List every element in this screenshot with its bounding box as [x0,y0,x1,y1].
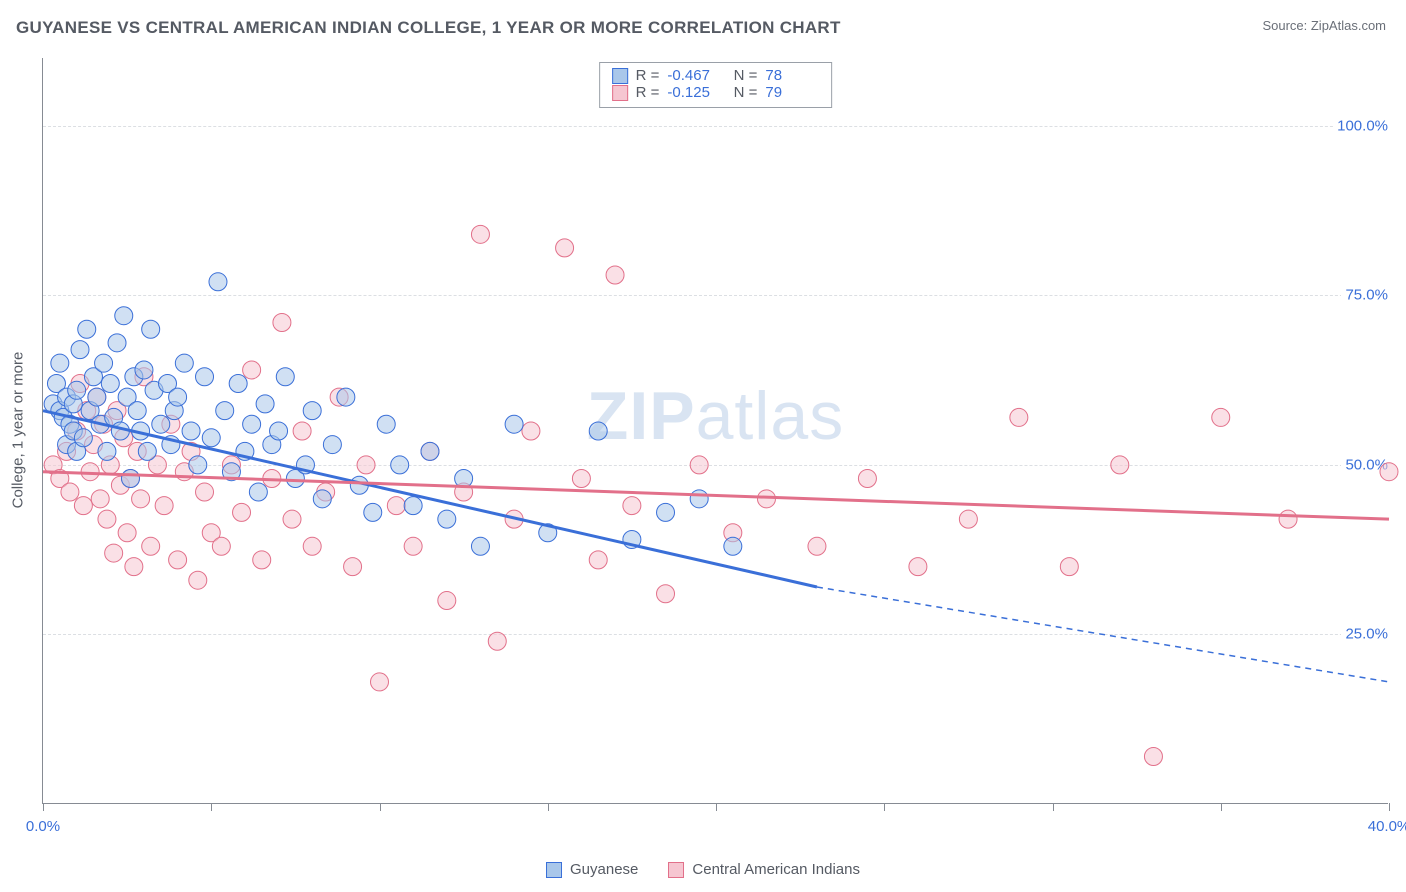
legend-label-guyanese: Guyanese [570,861,638,878]
x-tick-label: 40.0% [1368,818,1406,835]
swatch-cai [612,85,628,101]
legend-label-cai: Central American Indians [692,861,860,878]
correlation-row-guyanese: R = -0.467 N = 78 [612,67,820,84]
r-label: R = [636,84,660,101]
trend-line [43,411,817,587]
chart-title: GUYANESE VS CENTRAL AMERICAN INDIAN COLL… [16,18,841,38]
n-value-guyanese: 78 [765,67,819,84]
trend-line [43,472,1389,519]
legend-item-cai: Central American Indians [668,861,860,878]
plot-area: ZIPatlas 25.0%50.0%75.0%100.0% R = -0.46… [42,58,1388,804]
swatch-guyanese [546,862,562,878]
n-value-cai: 79 [765,84,819,101]
x-tick [211,803,212,811]
r-label: R = [636,67,660,84]
y-axis-label: College, 1 year or more [10,352,27,509]
n-label: N = [729,67,757,84]
legend-item-guyanese: Guyanese [546,861,638,878]
r-value-guyanese: -0.467 [667,67,721,84]
n-label: N = [729,84,757,101]
series-legend: Guyanese Central American Indians [546,861,860,878]
source-attribution: Source: ZipAtlas.com [1262,18,1386,33]
swatch-cai [668,862,684,878]
r-value-cai: -0.125 [667,84,721,101]
trend-line [817,587,1389,682]
swatch-guyanese [612,68,628,84]
x-tick-label: 0.0% [26,818,60,835]
x-tick [884,803,885,811]
x-tick [380,803,381,811]
x-tick [548,803,549,811]
trend-lines-layer [43,58,1388,803]
correlation-row-cai: R = -0.125 N = 79 [612,84,820,101]
x-tick [1053,803,1054,811]
x-tick [1389,803,1390,811]
x-tick [716,803,717,811]
correlation-legend: R = -0.467 N = 78 R = -0.125 N = 79 [599,62,833,108]
x-tick [43,803,44,811]
x-tick [1221,803,1222,811]
